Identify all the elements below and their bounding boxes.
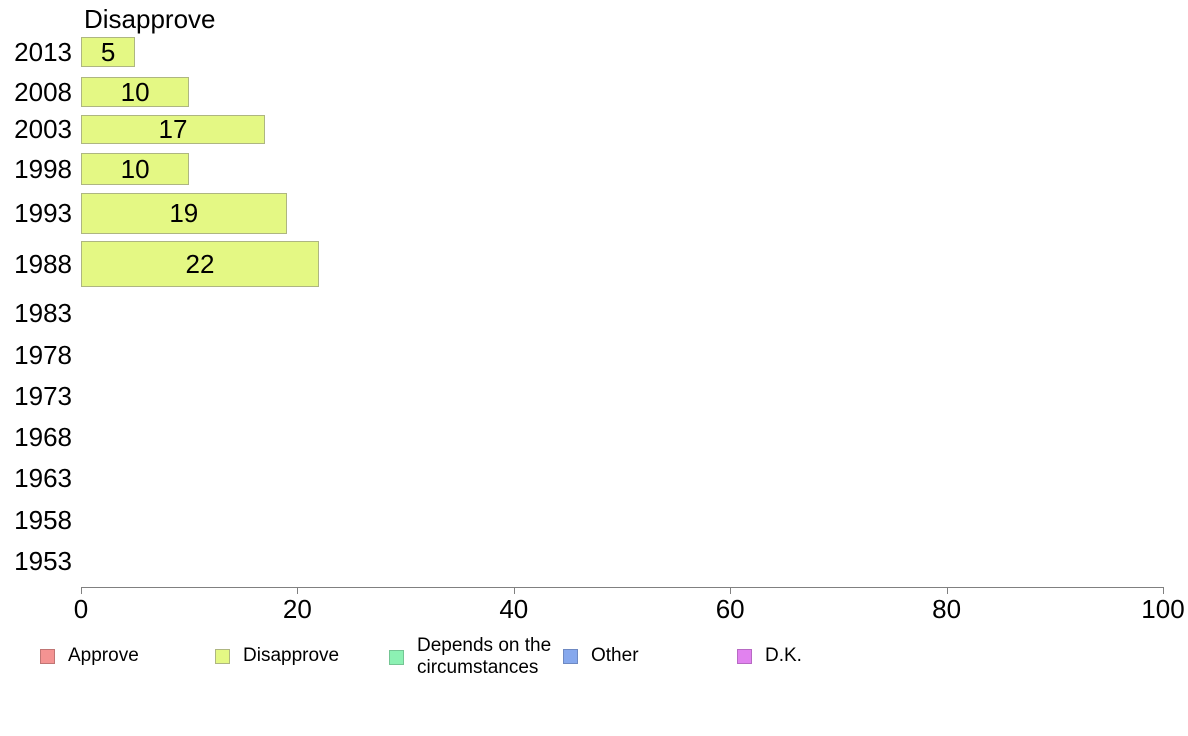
y-axis-label: 2013 [14,37,72,67]
legend-label: D.K. [765,645,802,666]
bar-value-label: 17 [158,114,188,144]
y-axis-label: 1958 [14,505,72,535]
legend-label: Depends on the circumstances [417,635,552,678]
bar-value-label: 5 [100,37,116,67]
legend-swatch-disapprove [215,648,230,664]
tick-mark [297,587,299,594]
tick-mark [730,587,732,594]
chart-title: Disapprove [84,4,216,34]
bar-value-label: 22 [185,249,215,279]
tick-mark [81,587,82,594]
legend-item-approve: Approve [40,645,139,667]
legend-swatch-dk [737,648,752,664]
x-axis-line [81,587,1163,588]
y-axis-label: 1978 [14,340,72,370]
y-axis-label: 1953 [14,546,72,576]
y-axis-label: 1973 [14,381,72,411]
bar-disapprove-1998: 10 [81,153,190,185]
y-axis-label: 1963 [14,463,72,493]
y-axis-label: 2008 [14,77,72,107]
y-axis-label: 1988 [14,249,72,279]
y-axis-label: 1968 [14,422,72,452]
x-tick-label: 80 [932,594,962,624]
legend-item-disapprove: Disapprove [215,645,339,667]
bar-value-label: 19 [169,198,199,228]
tick-mark [1163,587,1164,594]
y-axis-label: 1993 [14,198,72,228]
legend-item-other: Other [563,645,639,667]
x-tick-label: 60 [715,594,745,624]
bar-disapprove-2003: 17 [81,115,265,144]
x-tick-label: 0 [73,594,89,624]
bar-disapprove-1993: 19 [81,193,287,234]
bar-disapprove-2008: 10 [81,77,190,107]
x-tick-label: 40 [499,594,529,624]
legend-item-depends: Depends on the circumstances [389,635,557,679]
bar-value-label: 10 [120,154,150,184]
bar-disapprove-1988: 22 [81,241,320,287]
legend-label: Approve [68,645,139,666]
legend-swatch-approve [40,648,55,664]
legend-swatch-depends [389,649,404,665]
x-tick-label: 20 [282,594,312,624]
tick-mark [513,587,515,594]
x-tick-label: 100 [1141,594,1185,624]
tick-mark [946,587,948,594]
legend-label: Other [591,645,639,666]
y-axis-label: 1983 [14,298,72,328]
legend-swatch-other [563,648,578,664]
bar-disapprove-2013: 5 [81,37,136,67]
y-axis-label: 2003 [14,114,72,144]
legend-item-dk: D.K. [737,645,802,667]
bar-value-label: 10 [120,77,150,107]
legend-label: Disapprove [243,645,340,666]
y-axis-label: 1998 [14,154,72,184]
